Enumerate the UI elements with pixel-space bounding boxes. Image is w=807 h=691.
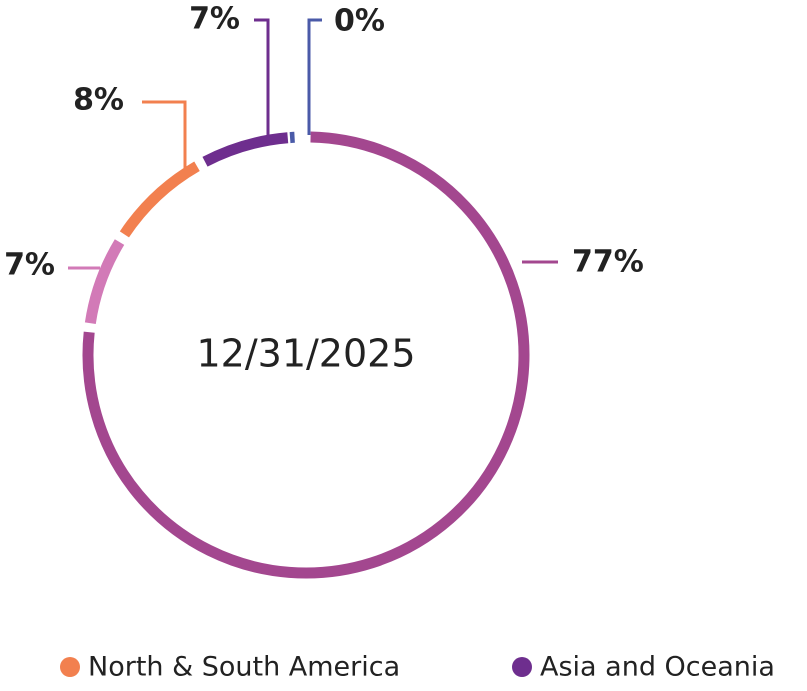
- data-label: 7%: [4, 248, 55, 283]
- data-label: 0%: [334, 4, 385, 39]
- donut-segment: [202, 132, 289, 167]
- legend-label: North & South America: [88, 652, 400, 683]
- legend-marker: [60, 657, 80, 677]
- data-label: 7%: [189, 2, 240, 37]
- leader-line: [254, 18, 270, 137]
- legend-marker: [512, 657, 532, 677]
- center-label: 12/31/2025: [196, 332, 415, 376]
- donut-segment: [119, 161, 200, 238]
- leader-line: [307, 18, 322, 135]
- legend-label: Asia and Oceania: [540, 652, 775, 683]
- data-label: 8%: [73, 83, 124, 118]
- data-label: 77%: [572, 245, 644, 280]
- donut-segment: [82, 131, 530, 579]
- donut-segment: [84, 239, 125, 325]
- leader-line: [142, 100, 187, 170]
